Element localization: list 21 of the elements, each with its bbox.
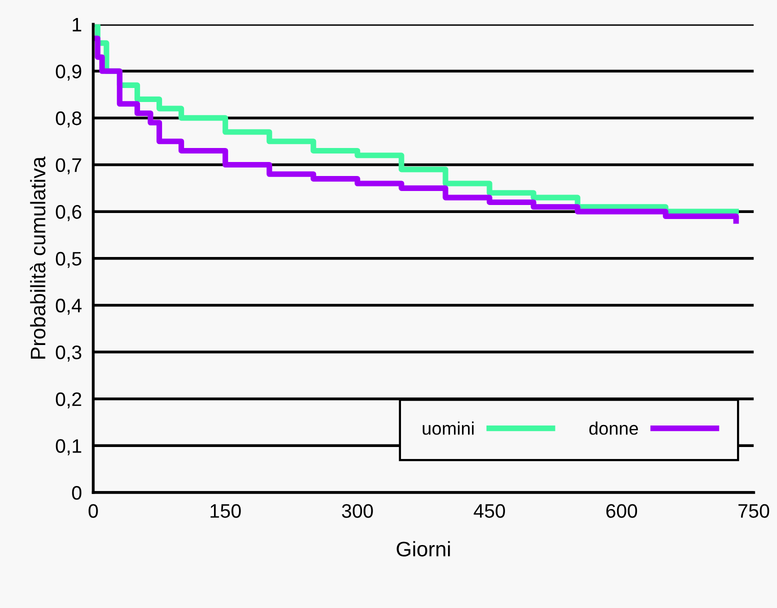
x-tick-label: 750 bbox=[738, 504, 770, 518]
y-tick-label: 0,8 bbox=[56, 111, 82, 128]
legend-label: uomini bbox=[422, 422, 474, 435]
y-tick-label: 0,3 bbox=[56, 346, 82, 362]
x-tick-label: 450 bbox=[474, 504, 505, 518]
x-tick-label: 150 bbox=[210, 504, 241, 518]
legend-label: donne bbox=[589, 422, 638, 435]
y-tick-label: 0,1 bbox=[56, 439, 82, 456]
y-tick-label: 0,9 bbox=[56, 64, 82, 81]
y-tick-label: 0,4 bbox=[56, 298, 82, 315]
y-tick-label: 0,5 bbox=[56, 252, 82, 268]
x-tick-label: 300 bbox=[342, 504, 373, 518]
y-tick-label: 1 bbox=[72, 18, 82, 32]
x-tick-label: 0 bbox=[88, 504, 98, 518]
y-tick-label: 0,6 bbox=[56, 205, 82, 222]
y-axis-title: Probabilità cumulativa bbox=[30, 156, 46, 359]
y-tick-label: 0,7 bbox=[56, 158, 82, 174]
y-tick-label: 0,2 bbox=[56, 392, 82, 408]
y-tick-label: 0 bbox=[72, 486, 82, 500]
x-tick-label: 600 bbox=[606, 504, 638, 518]
x-axis-title: Giorni bbox=[396, 541, 450, 556]
